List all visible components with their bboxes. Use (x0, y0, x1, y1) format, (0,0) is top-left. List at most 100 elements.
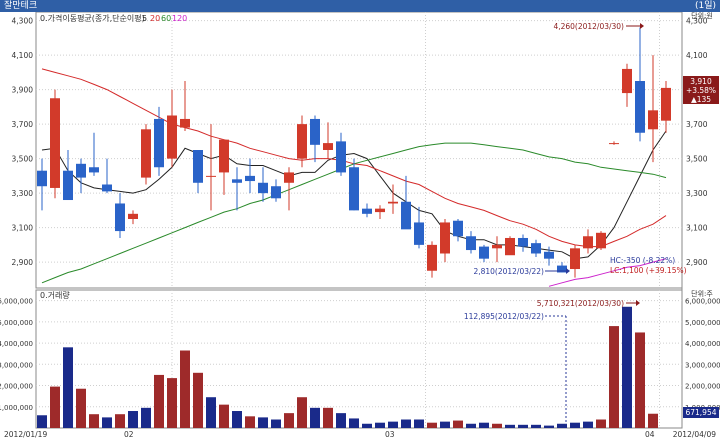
candle (297, 115, 307, 168)
volume-bar (89, 414, 99, 428)
price-tick-right: 4,100 (686, 51, 708, 60)
price-tick-left: 3,500 (12, 155, 34, 164)
ma-legend-5: 5 (142, 14, 147, 23)
volume-bar (596, 419, 606, 428)
candle (76, 158, 86, 194)
candle (440, 219, 450, 263)
price-tick-left: 4,300 (12, 17, 34, 26)
ma-legend-20: 20 (150, 14, 160, 23)
price-tick-right: 3,100 (686, 224, 708, 233)
candle (531, 239, 541, 257)
volume-bar (245, 416, 255, 428)
volume-tick-left: 3,000,000 (0, 361, 33, 369)
high-annotation: 4,260(2012/03/30) (553, 22, 644, 31)
candle (388, 184, 398, 214)
volume-bar (557, 423, 567, 428)
volume-bar (102, 417, 112, 428)
x-label-03: 03 (385, 430, 395, 439)
volume-high-annotation: 5,710,321(2012/03/30) (537, 299, 640, 308)
candle (232, 167, 242, 211)
volume-tick-right: 2,000,000 (685, 383, 720, 391)
candle (141, 124, 151, 185)
volume-bar (622, 306, 632, 428)
candle (63, 150, 73, 201)
price-tick-left: 4,100 (12, 51, 34, 60)
volume-bar (128, 411, 138, 428)
period-label[interactable]: (1일) (694, 1, 716, 11)
candle (349, 158, 359, 211)
volume-bar (479, 422, 489, 428)
svg-text:671,954: 671,954 (685, 408, 716, 417)
price-tick-left: 2,900 (12, 258, 34, 267)
candle (570, 244, 580, 278)
price-header: 0.가격이동평균(종가,단순이평) (40, 13, 145, 23)
volume-bar (375, 422, 385, 428)
volume-bar (167, 378, 177, 428)
price-tick-right: 3,700 (686, 120, 708, 129)
candle (336, 132, 346, 176)
candle (310, 115, 320, 163)
volume-bar (206, 397, 216, 428)
volume-bar (284, 413, 294, 428)
candle (583, 229, 593, 254)
volume-tick-left: 4,000,000 (0, 340, 33, 348)
price-tick-left: 3,700 (12, 120, 34, 129)
current-volume-box: 671,954 (683, 407, 719, 418)
candle (648, 55, 658, 163)
candle (258, 167, 268, 202)
ma-line-5 (41, 130, 667, 260)
volume-bar (115, 414, 125, 428)
volume-bar (297, 397, 307, 428)
volume-bar (37, 415, 47, 428)
candle (180, 81, 190, 132)
candle (596, 231, 606, 251)
price-tick-left: 3,900 (12, 86, 34, 95)
current-price-box: 3,910 +3.58% ▲135 (683, 76, 719, 104)
chart-canvas: 4,3004,3004,1004,1003,9003,9003,7003,700… (0, 12, 720, 439)
volume-bar (76, 388, 86, 428)
candle (206, 124, 216, 211)
svg-text:3,910: 3,910 (690, 77, 712, 86)
volume-tick-right: 4,000,000 (685, 340, 720, 348)
volume-bar (154, 374, 164, 428)
candle (89, 132, 99, 176)
candle (284, 167, 294, 211)
candle (102, 158, 112, 194)
volume-bar (531, 424, 541, 428)
volume-tick-left: 5,000,000 (0, 319, 33, 327)
volume-bar (180, 350, 190, 428)
volume-bar (440, 421, 450, 428)
volume-bar (323, 407, 333, 428)
candle (362, 203, 372, 218)
volume-bar (414, 419, 424, 428)
volume-bar (50, 386, 60, 428)
volume-bar (609, 326, 619, 428)
volume-bar (648, 413, 658, 428)
candle (245, 158, 255, 194)
candle (375, 205, 385, 219)
volume-bar (518, 424, 528, 428)
volume-bar (63, 347, 73, 428)
candle (115, 193, 125, 238)
candle (167, 89, 177, 168)
candle (518, 234, 528, 252)
price-tick-right: 2,900 (686, 258, 708, 267)
volume-bar (505, 424, 515, 428)
volume-bar (583, 421, 593, 428)
candle (544, 246, 554, 266)
volume-tick-left: 6,000,000 (0, 298, 33, 306)
volume-bar (141, 407, 151, 428)
volume-bar (401, 419, 411, 428)
volume-bar (258, 417, 268, 428)
low-annotation: 2,810(2012/03/22) (473, 267, 570, 276)
price-tick-right: 3,300 (686, 189, 708, 198)
price-tick-right: 4,300 (686, 17, 708, 26)
svg-text:112,895(2012/03/22): 112,895(2012/03/22) (464, 312, 544, 321)
ma-line-120 (548, 258, 667, 287)
volume-tick-right: 5,000,000 (685, 319, 720, 327)
svg-text:+3.58%: +3.58% (686, 86, 716, 95)
candle (401, 175, 411, 230)
candle (609, 141, 619, 145)
volume-bar (310, 407, 320, 428)
